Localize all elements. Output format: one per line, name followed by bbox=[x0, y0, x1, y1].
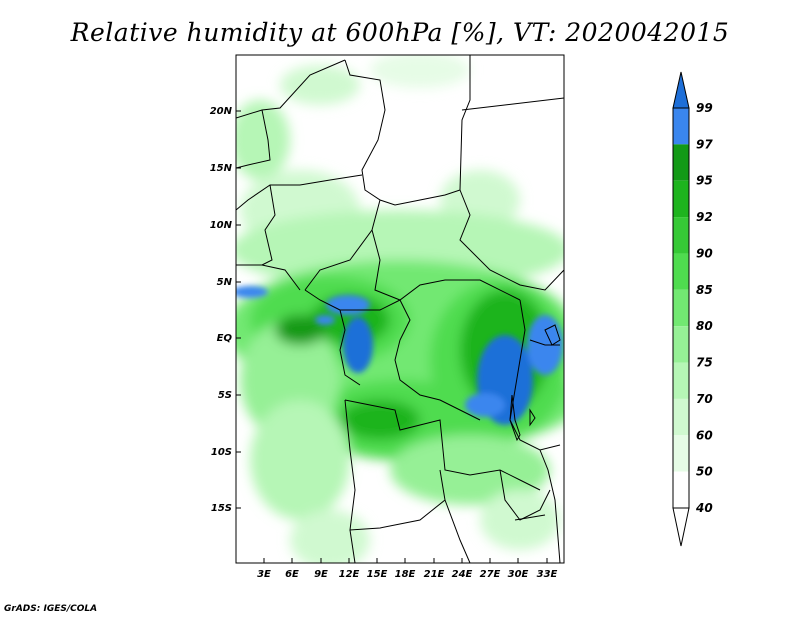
colorbar-label: 40 bbox=[695, 501, 713, 515]
lon-label-6e: 6E bbox=[285, 569, 299, 580]
colorbar-label: 95 bbox=[696, 174, 713, 188]
lake-outlines bbox=[509, 324, 561, 442]
colorbar-label: 60 bbox=[696, 428, 713, 442]
lon-label-18e: 18E bbox=[395, 569, 416, 580]
lon-label-30e: 30E bbox=[508, 569, 529, 580]
country-borders bbox=[236, 55, 564, 563]
colorbar-top-arrow bbox=[672, 71, 690, 109]
lon-label-21e: 21E bbox=[424, 569, 445, 580]
colorbar-segment bbox=[673, 362, 689, 399]
lon-label-12e: 12E bbox=[339, 569, 360, 580]
latitude-axis: 20N 15N 10N 5N EQ 5S 10S 15S bbox=[210, 106, 241, 514]
lat-label-15s: 15S bbox=[211, 503, 232, 514]
colorbar-label: 90 bbox=[696, 246, 713, 260]
colorbar-label: 92 bbox=[696, 210, 713, 224]
colorbar-label: 75 bbox=[696, 356, 713, 370]
colorbar-segment bbox=[673, 326, 689, 363]
lat-label-10s: 10S bbox=[211, 447, 232, 458]
colorbar-label: 70 bbox=[696, 392, 713, 406]
lat-label-5n: 5N bbox=[217, 277, 233, 288]
colorbar-segment bbox=[673, 253, 689, 290]
map-title: Relative humidity at 600hPa [%], VT: 202… bbox=[70, 18, 730, 47]
grads-credit: GrADS: IGES/COLA bbox=[4, 604, 98, 614]
lat-label-eq: EQ bbox=[217, 333, 233, 344]
lon-label-9e: 9E bbox=[314, 569, 328, 580]
lon-label-15e: 15E bbox=[367, 569, 388, 580]
colorbar-segment bbox=[673, 289, 689, 327]
lat-label-10n: 10N bbox=[210, 220, 233, 231]
colorbar-segment bbox=[673, 435, 689, 472]
colorbar-label: 80 bbox=[696, 319, 713, 333]
colorbar-segment bbox=[673, 471, 689, 508]
lon-label-24e: 24E bbox=[452, 569, 473, 580]
lat-label-20n: 20N bbox=[210, 106, 233, 117]
lon-label-27e: 27E bbox=[480, 569, 501, 580]
colorbar-bottom-arrow bbox=[672, 507, 690, 547]
lat-label-15n: 15N bbox=[210, 163, 233, 174]
colorbar-label: 97 bbox=[696, 137, 713, 151]
lat-label-5s: 5S bbox=[218, 390, 232, 401]
colorbar-label: 50 bbox=[696, 465, 713, 479]
lon-label-3e: 3E bbox=[257, 569, 271, 580]
colorbar-segment bbox=[673, 217, 689, 254]
humidity-field bbox=[236, 55, 564, 563]
lon-label-33e: 33E bbox=[537, 569, 558, 580]
colorbar: 99 97 95 92 90 85 80 75 70 60 50 40 bbox=[672, 71, 713, 547]
colorbar-segment bbox=[673, 144, 689, 181]
colorbar-segment bbox=[673, 398, 689, 436]
colorbar-segment bbox=[673, 180, 689, 218]
colorbar-label: 85 bbox=[696, 283, 713, 297]
map-frame bbox=[235, 54, 565, 564]
colorbar-label: 99 bbox=[696, 101, 713, 115]
longitude-axis: 3E 6E 9E 12E 15E 18E 21E 24E 27E 30E 33E bbox=[257, 558, 558, 580]
colorbar-segment bbox=[673, 108, 689, 145]
